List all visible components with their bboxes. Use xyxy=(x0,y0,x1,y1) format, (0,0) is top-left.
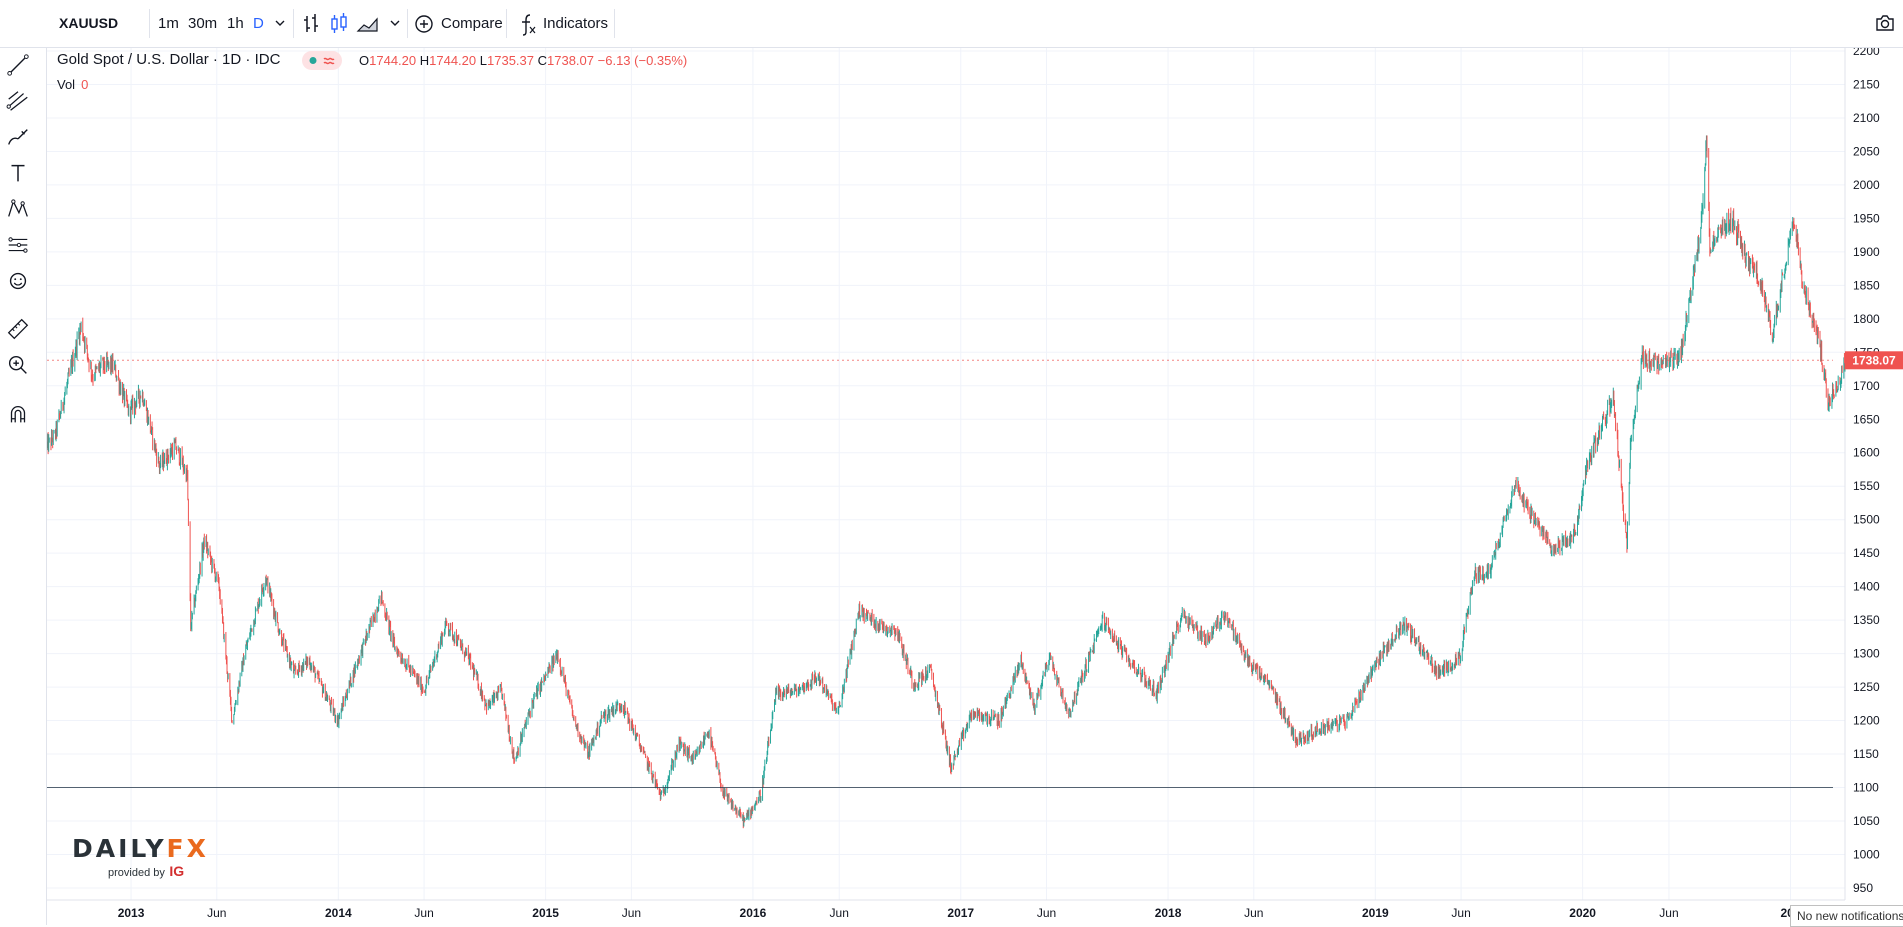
last-price-badge xyxy=(1845,351,1903,370)
magnet-icon[interactable] xyxy=(5,402,31,428)
time-tick-label: Jun xyxy=(1244,906,1263,920)
logo-ig: IG xyxy=(169,863,185,879)
high-label: H xyxy=(419,53,430,68)
price-tick-label: 1450 xyxy=(1853,546,1880,560)
time-tick-label: 2016 xyxy=(740,906,767,920)
price-tick-label: 1900 xyxy=(1853,245,1880,259)
price-tick-label: 1550 xyxy=(1853,479,1880,493)
open-value: 1744.20 xyxy=(369,53,417,68)
toolbar-divider xyxy=(407,9,408,38)
chart-title: Gold Spot / U.S. Dollar · 1D · IDC xyxy=(57,51,281,68)
logo-brand-a: DAILY xyxy=(72,834,167,863)
camera-icon[interactable] xyxy=(1874,12,1896,34)
interval-1m[interactable]: 1m xyxy=(158,15,179,32)
time-tick-label: Jun xyxy=(1659,906,1678,920)
chevron-down-icon[interactable] xyxy=(274,18,286,28)
change-value: −6.13 (−0.35%) xyxy=(597,53,688,68)
last-price-label: 1738.07 xyxy=(1852,353,1896,367)
time-tick-label: 2017 xyxy=(947,906,974,920)
price-tick-label: 1200 xyxy=(1853,714,1880,728)
price-tick-label: 1400 xyxy=(1853,580,1880,594)
trend-line-icon[interactable] xyxy=(5,52,31,78)
high-value: 1744.20 xyxy=(429,53,477,68)
ohlc-values: O1744.20 H1744.20 L1735.37 C1738.07 −6.1… xyxy=(359,53,687,68)
time-tick-label: 2020 xyxy=(1569,906,1596,920)
close-label: C xyxy=(537,53,548,68)
price-tick-label: 2150 xyxy=(1853,77,1880,91)
price-tick-label: 1700 xyxy=(1853,379,1880,393)
forecast-icon[interactable] xyxy=(5,232,31,258)
drawing-toolbar xyxy=(0,0,47,925)
chevron-down-icon[interactable] xyxy=(389,18,401,28)
text-icon[interactable] xyxy=(5,160,31,186)
dailyfx-logo: DAILYFX provided by IG xyxy=(72,834,209,881)
pattern-icon[interactable] xyxy=(5,196,31,222)
price-tick-label: 1800 xyxy=(1853,312,1880,326)
indicators-button[interactable]: Indicators xyxy=(543,15,609,32)
time-tick-label: 2013 xyxy=(118,906,145,920)
price-tick-label: 1300 xyxy=(1853,647,1880,661)
toolbar-divider xyxy=(149,9,150,38)
time-tick-label: 2015 xyxy=(532,906,559,920)
candles-icon[interactable] xyxy=(328,11,350,37)
price-tick-label: 1000 xyxy=(1853,847,1880,861)
price-tick-label: 1600 xyxy=(1853,446,1880,460)
time-tick-label: Jun xyxy=(414,906,433,920)
price-tick-label: 2100 xyxy=(1853,111,1880,125)
price-tick-label: 1950 xyxy=(1853,211,1880,225)
bar-style-icon[interactable] xyxy=(300,11,322,37)
symbol-search[interactable]: XAUUSD xyxy=(59,15,119,31)
logo-brand-b: FX xyxy=(166,834,209,863)
price-tick-label: 2000 xyxy=(1853,178,1880,192)
fib-icon[interactable] xyxy=(5,88,31,114)
zoom-in-icon[interactable] xyxy=(5,352,31,378)
toolbar-divider xyxy=(614,9,615,38)
time-tick-label: Jun xyxy=(830,906,849,920)
time-tick-label: Jun xyxy=(622,906,641,920)
toolbar-divider xyxy=(293,9,294,38)
brush-icon[interactable] xyxy=(5,124,31,150)
low-value: 1735.37 xyxy=(487,53,534,68)
toolbar-divider xyxy=(506,9,507,38)
market-status-badge[interactable] xyxy=(302,51,342,70)
interval-1h[interactable]: 1h xyxy=(227,15,244,32)
emoji-icon[interactable] xyxy=(5,268,31,294)
price-tick-label: 950 xyxy=(1853,881,1873,895)
volume-value: 0 xyxy=(81,77,89,92)
top-toolbar: XAUUSD 1m 30m 1h D Compare Indicators xyxy=(0,0,1903,48)
price-tick-label: 1050 xyxy=(1853,814,1880,828)
fx-icon[interactable] xyxy=(518,12,538,36)
low-label: L xyxy=(479,53,487,68)
time-tick-label: Jun xyxy=(207,906,226,920)
area-icon[interactable] xyxy=(356,13,382,35)
interval-30m[interactable]: 30m xyxy=(188,15,218,32)
volume-label: Vol xyxy=(57,77,76,92)
status-dot-icon xyxy=(309,57,335,65)
price-tick-label: 1850 xyxy=(1853,278,1880,292)
ruler-icon[interactable] xyxy=(5,316,31,342)
notification-toast[interactable]: No new notifications xyxy=(1790,905,1903,927)
close-value: 1738.07 xyxy=(547,53,595,68)
chart-legend: Gold Spot / U.S. Dollar · 1D · IDC xyxy=(57,51,280,68)
open-label: O xyxy=(359,53,370,68)
time-tick-label: Jun xyxy=(1037,906,1056,920)
interval-d[interactable]: D xyxy=(253,15,264,32)
price-tick-label: 1100 xyxy=(1853,781,1879,795)
price-tick-label: 1650 xyxy=(1853,412,1880,426)
price-tick-label: 1150 xyxy=(1853,747,1879,761)
time-tick-label: 2014 xyxy=(325,906,352,920)
price-tick-label: 1250 xyxy=(1853,680,1880,694)
logo-provided-by: provided by xyxy=(108,867,165,879)
time-tick-label: 2019 xyxy=(1362,906,1389,920)
price-tick-label: 2050 xyxy=(1853,144,1880,158)
time-tick-label: Jun xyxy=(1451,906,1470,920)
price-tick-label: 1500 xyxy=(1853,513,1880,527)
time-tick-label: 2018 xyxy=(1155,906,1182,920)
volume-legend: Vol 0 xyxy=(57,77,88,92)
compare-button[interactable]: Compare xyxy=(441,15,503,32)
plus-circle-icon[interactable] xyxy=(413,13,435,35)
price-tick-label: 1350 xyxy=(1853,613,1880,627)
